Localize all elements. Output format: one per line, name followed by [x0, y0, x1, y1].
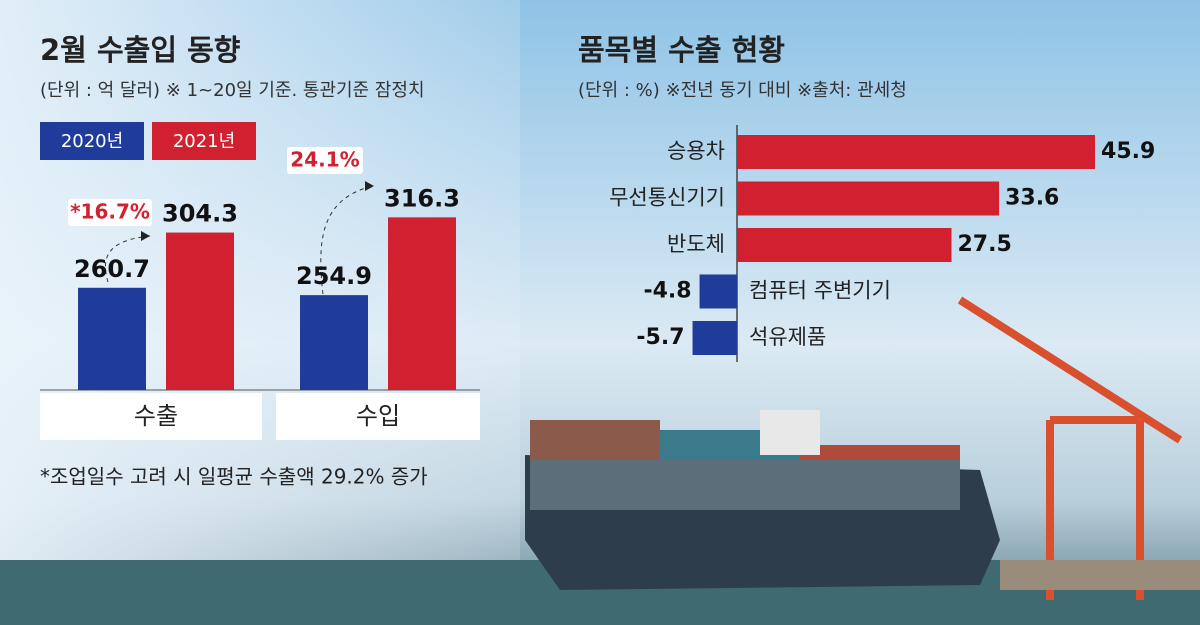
- bar: [737, 181, 1000, 216]
- category-label: 석유제품: [749, 325, 826, 349]
- category-box: [276, 393, 480, 440]
- bar: [78, 287, 146, 390]
- bar: [737, 228, 952, 262]
- annotation-bg: [68, 199, 152, 226]
- bar: [699, 274, 737, 309]
- chart-subtitle: (단위 : 억 달러) ※ 1~20일 기준. 통관기준 잠정치: [40, 80, 425, 101]
- bar: [737, 135, 1096, 169]
- footnote: *조업일수 고려 시 일평균 수출액 29.2% 증가: [40, 465, 428, 489]
- arrow: [320, 185, 373, 311]
- x-tick-label: 수출: [134, 402, 178, 430]
- arrow: [104, 235, 151, 283]
- category-label: 컴퓨터 주변기기: [749, 279, 891, 303]
- data-label: 27.5: [958, 232, 1012, 257]
- chart-title: 품목별 수출 현황: [578, 33, 785, 67]
- annotation: *16.7%: [70, 200, 150, 224]
- legend-swatch: [152, 122, 256, 160]
- category-label: 반도체: [667, 232, 725, 256]
- legend-swatch: [40, 122, 144, 160]
- data-label: 33.6: [1005, 186, 1059, 211]
- annotation-bg: [287, 147, 363, 174]
- bar: [692, 321, 737, 355]
- category-label: 무선통신기기: [609, 186, 725, 210]
- category-label: 승용차: [667, 139, 725, 163]
- bar: [300, 295, 368, 390]
- bar: [388, 217, 456, 390]
- data-label: 260.7: [74, 255, 150, 283]
- data-label: 45.9: [1101, 139, 1155, 164]
- ship-illustration: [0, 296, 1200, 625]
- annotation: 24.1%: [290, 148, 359, 172]
- data-label: -4.8: [643, 279, 691, 304]
- data-label: 316.3: [384, 184, 460, 212]
- category-box: [40, 393, 262, 440]
- arrowhead: [365, 181, 374, 191]
- data-label: 304.3: [162, 200, 238, 228]
- chart-subtitle: (단위 : %) ※전년 동기 대비 ※출처: 관세청: [578, 80, 907, 101]
- data-label: -5.7: [636, 325, 684, 350]
- legend-label: 2020년: [61, 131, 123, 152]
- arrowhead: [141, 231, 150, 241]
- chart-title: 2월 수출입 동향: [40, 33, 241, 67]
- legend-label: 2021년: [173, 131, 235, 152]
- bar: [166, 232, 234, 390]
- data-label: 254.9: [296, 262, 372, 290]
- x-tick-label: 수입: [356, 402, 400, 430]
